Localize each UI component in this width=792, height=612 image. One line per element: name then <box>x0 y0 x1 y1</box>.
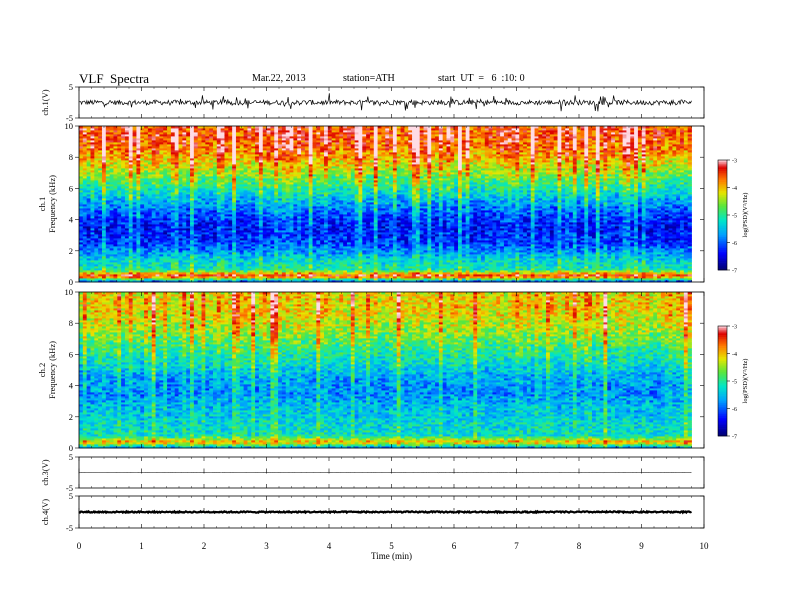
colorbar-tick-label: -4 <box>732 352 737 358</box>
colorbar-tick-label: -6 <box>732 407 737 413</box>
y-tick-label: 6 <box>69 349 73 359</box>
x-tick-label: 3 <box>264 541 269 551</box>
colorbar-tick-label: -5 <box>732 380 737 386</box>
x-tick-label: 9 <box>639 541 644 551</box>
y-tick-label: 2 <box>69 246 73 256</box>
y-tick-label: 6 <box>69 183 73 193</box>
colorbar-tick-label: -7 <box>732 435 737 441</box>
ch1-spectrogram-cells <box>79 126 692 282</box>
ch2-spectrogram-ylabel: ch.2 <box>37 363 47 377</box>
x-tick-label: 7 <box>514 541 519 551</box>
y-tick-label: 5 <box>69 452 73 462</box>
y-tick-label: 4 <box>69 215 74 225</box>
ch2-spectrogram-ylabel: Frequency (kHz) <box>47 341 57 399</box>
y-tick-label: -5 <box>66 523 73 533</box>
ch1-waveform-panel: 5-5ch.1(V) <box>40 82 704 123</box>
x-tick-label: 5 <box>389 541 394 551</box>
colorbar-label: log(PSD)(V²/Hz) <box>742 359 749 404</box>
y-tick-label: 8 <box>69 152 73 162</box>
ch4-waveform-panel: 5 -5 ch.4(V) <box>40 491 704 533</box>
colorbar-tick-label: -4 <box>732 186 737 192</box>
colorbar-tick-label: -5 <box>732 214 737 220</box>
y-tick-label: 5 <box>69 82 73 92</box>
x-tick-label: 4 <box>327 541 332 551</box>
ch4-waveform-ylabel: ch.4(V) <box>40 499 50 525</box>
x-tick-label: 1 <box>139 541 144 551</box>
y-tick-label: 8 <box>69 318 73 328</box>
y-tick-label: 10 <box>65 287 74 297</box>
y-tick-label: 0 <box>69 277 73 287</box>
ch2-spectrogram-cells <box>79 292 692 448</box>
ch1-waveform-ylabel: ch.1(V) <box>40 89 50 115</box>
colorbar-label: log(PSD)(V²/Hz) <box>742 193 749 238</box>
ch1-spectrogram-ylabel: Frequency (kHz) <box>47 175 57 233</box>
x-tick-label: 0 <box>77 541 82 551</box>
x-tick-label: 6 <box>452 541 457 551</box>
ch1-waveform-line <box>79 93 692 111</box>
y-tick-label: 4 <box>69 381 74 391</box>
ch2-spectrogram-colorbar: -3 -4 -5 -6 -7 log(PSD)(V²/Hz) <box>718 325 749 441</box>
x-tick-label: 8 <box>577 541 582 551</box>
plot-area: 5 -5 ch.1(V) -3 -4 -5 -6 -7 log(PSD)(V²/Hz) 0 2 4 6 8… <box>0 0 792 612</box>
ch3-waveform-ylabel: ch.3(V) <box>40 459 50 485</box>
ch1-spectrogram-colorbar: -3 -4 -5 -6 -7 log(PSD)(V²/Hz) <box>718 159 749 275</box>
colorbar-tick-label: -3 <box>732 325 737 331</box>
y-tick-label: 10 <box>65 121 74 131</box>
y-tick-label: 5 <box>69 491 73 501</box>
x-tick-label: 2 <box>202 541 207 551</box>
x-tick-label: 10 <box>700 541 710 551</box>
ch4-waveform-line <box>79 511 692 512</box>
y-tick-label: 2 <box>69 412 73 422</box>
x-axis: 0 1 2 3 4 5 6 7 8 9 10 Time (min) <box>77 541 709 561</box>
colorbar-tick-label: -7 <box>732 269 737 275</box>
ch1-spectrogram-ylabel: ch.1 <box>37 197 47 211</box>
ch3-waveform-panel: 5-5ch.3(V) <box>40 452 704 493</box>
vlf-spectra-figure: VLF Spectra Mar.22, 2013 station=ATH sta… <box>0 0 792 612</box>
ch1-spectrogram-panel: -3 -4 -5 -6 -7 log(PSD)(V²/Hz) 0 2 4 6 8 10 ch.1 Freq… <box>37 121 749 287</box>
x-axis-label: Time (min) <box>371 551 412 561</box>
colorbar-tick-label: -6 <box>732 241 737 247</box>
colorbar-tick-label: -3 <box>732 159 737 165</box>
